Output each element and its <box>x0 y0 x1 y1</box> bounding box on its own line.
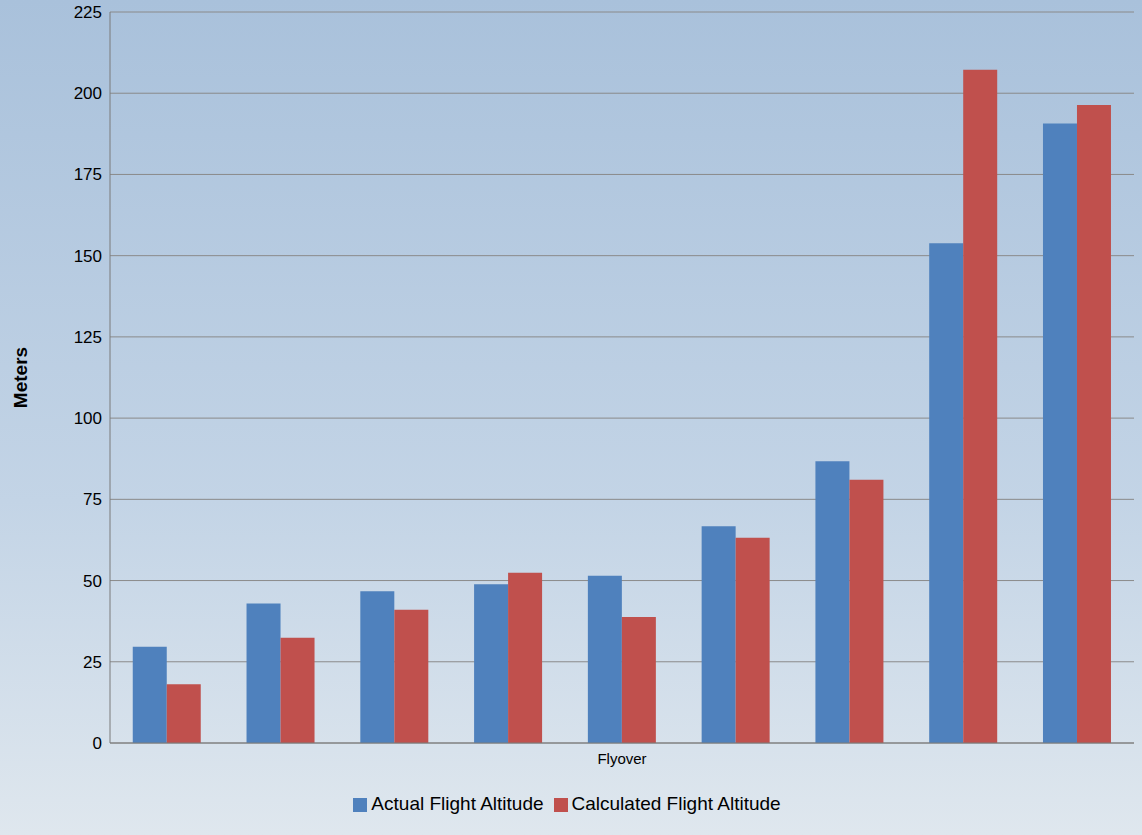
svg-text:25: 25 <box>83 653 102 672</box>
svg-text:225: 225 <box>74 3 102 22</box>
svg-text:0: 0 <box>93 734 102 753</box>
html-text:Calculated Flight Altitude: Calculated Flight Altitude <box>571 793 781 814</box>
html-text:Actual Flight Altitude: Actual Flight Altitude <box>371 793 544 814</box>
svg-text:Flyover: Flyover <box>597 750 646 767</box>
svg-text:50: 50 <box>83 572 102 591</box>
svg-text:Meters: Meters <box>10 347 31 408</box>
svg-text:200: 200 <box>74 84 102 103</box>
svg-text:75: 75 <box>83 490 102 509</box>
svg-text:175: 175 <box>74 165 102 184</box>
svg-text:150: 150 <box>74 247 102 266</box>
svg-text:100: 100 <box>74 409 102 428</box>
svg-text:125: 125 <box>74 328 102 347</box>
